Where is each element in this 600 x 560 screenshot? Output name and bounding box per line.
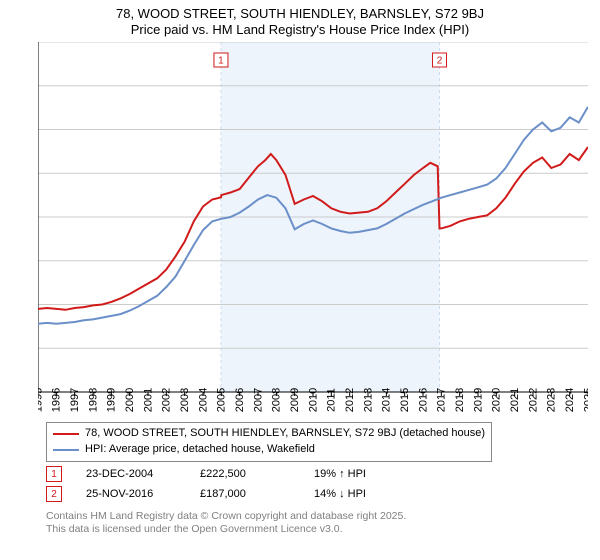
legend-label: HPI: Average price, detached house, Wake… — [85, 442, 315, 458]
x-tick-label: 2016 — [417, 388, 429, 412]
legend: 78, WOOD STREET, SOUTH HIENDLEY, BARNSLE… — [46, 422, 492, 462]
x-tick-label: 2024 — [564, 388, 576, 412]
chart-area: £0£50K£100K£150K£200K£250K£300K£350K£400… — [38, 42, 588, 412]
attribution-line-1: Contains HM Land Registry data © Crown c… — [46, 510, 406, 523]
annotation-row: 1 23-DEC-2004 £222,500 19% ↑ HPI — [46, 464, 404, 484]
attribution-line-2: This data is licensed under the Open Gov… — [46, 523, 406, 536]
x-tick-label: 2007 — [252, 388, 264, 412]
x-tick-label: 2010 — [307, 388, 319, 412]
x-tick-label: 1995 — [38, 388, 44, 412]
x-tick-label: 2013 — [362, 388, 374, 412]
x-tick-label: 2009 — [289, 388, 301, 412]
legend-row: HPI: Average price, detached house, Wake… — [53, 442, 485, 458]
x-tick-label: 2000 — [124, 388, 136, 412]
legend-row: 78, WOOD STREET, SOUTH HIENDLEY, BARNSLE… — [53, 426, 485, 442]
x-tick-label: 2019 — [472, 388, 484, 412]
annotation-delta: 14% ↓ HPI — [314, 488, 404, 500]
x-tick-label: 2015 — [399, 388, 411, 412]
x-tick-label: 2018 — [454, 388, 466, 412]
x-tick-label: 2005 — [216, 388, 228, 412]
annotation-table: 1 23-DEC-2004 £222,500 19% ↑ HPI 2 25-NOV-201… — [46, 464, 404, 504]
marker-label-1: 1 — [218, 56, 224, 67]
annotation-marker: 2 — [46, 486, 62, 502]
x-tick-label: 2001 — [142, 388, 154, 412]
x-tick-label: 2021 — [509, 388, 521, 412]
title-line-1: 78, WOOD STREET, SOUTH HIENDLEY, BARNSLE… — [0, 6, 600, 22]
x-tick-label: 2012 — [344, 388, 356, 412]
chart-container: 78, WOOD STREET, SOUTH HIENDLEY, BARNSLE… — [0, 0, 600, 560]
x-tick-label: 1998 — [87, 388, 99, 412]
legend-swatch — [53, 433, 79, 435]
x-tick-label: 2003 — [179, 388, 191, 412]
x-tick-label: 2014 — [381, 388, 393, 412]
annotation-row: 2 25-NOV-2016 £187,000 14% ↓ HPI — [46, 484, 404, 504]
x-tick-label: 2004 — [197, 388, 209, 412]
x-tick-label: 1999 — [106, 388, 118, 412]
title-block: 78, WOOD STREET, SOUTH HIENDLEY, BARNSLE… — [0, 0, 600, 39]
annotation-date: 25-NOV-2016 — [86, 488, 176, 500]
x-tick-label: 2008 — [271, 388, 283, 412]
title-line-2: Price paid vs. HM Land Registry's House … — [0, 22, 600, 38]
x-tick-label: 2023 — [546, 388, 558, 412]
legend-label: 78, WOOD STREET, SOUTH HIENDLEY, BARNSLE… — [85, 426, 485, 442]
x-tick-label: 1996 — [51, 388, 63, 412]
annotation-date: 23-DEC-2004 — [86, 468, 176, 480]
x-tick-label: 2017 — [436, 388, 448, 412]
x-tick-label: 2006 — [234, 388, 246, 412]
x-tick-label: 2002 — [161, 388, 173, 412]
x-tick-label: 1997 — [69, 388, 81, 412]
x-tick-label: 2022 — [527, 388, 539, 412]
legend-swatch — [53, 449, 79, 451]
attribution: Contains HM Land Registry data © Crown c… — [46, 510, 406, 536]
x-tick-label: 2020 — [491, 388, 503, 412]
marker-label-2: 2 — [437, 56, 443, 67]
annotation-delta: 19% ↑ HPI — [314, 468, 404, 480]
annotation-price: £187,000 — [200, 488, 290, 500]
x-tick-label: 2011 — [326, 388, 338, 412]
annotation-price: £222,500 — [200, 468, 290, 480]
x-tick-label: 2025 — [582, 388, 588, 412]
annotation-marker: 1 — [46, 466, 62, 482]
